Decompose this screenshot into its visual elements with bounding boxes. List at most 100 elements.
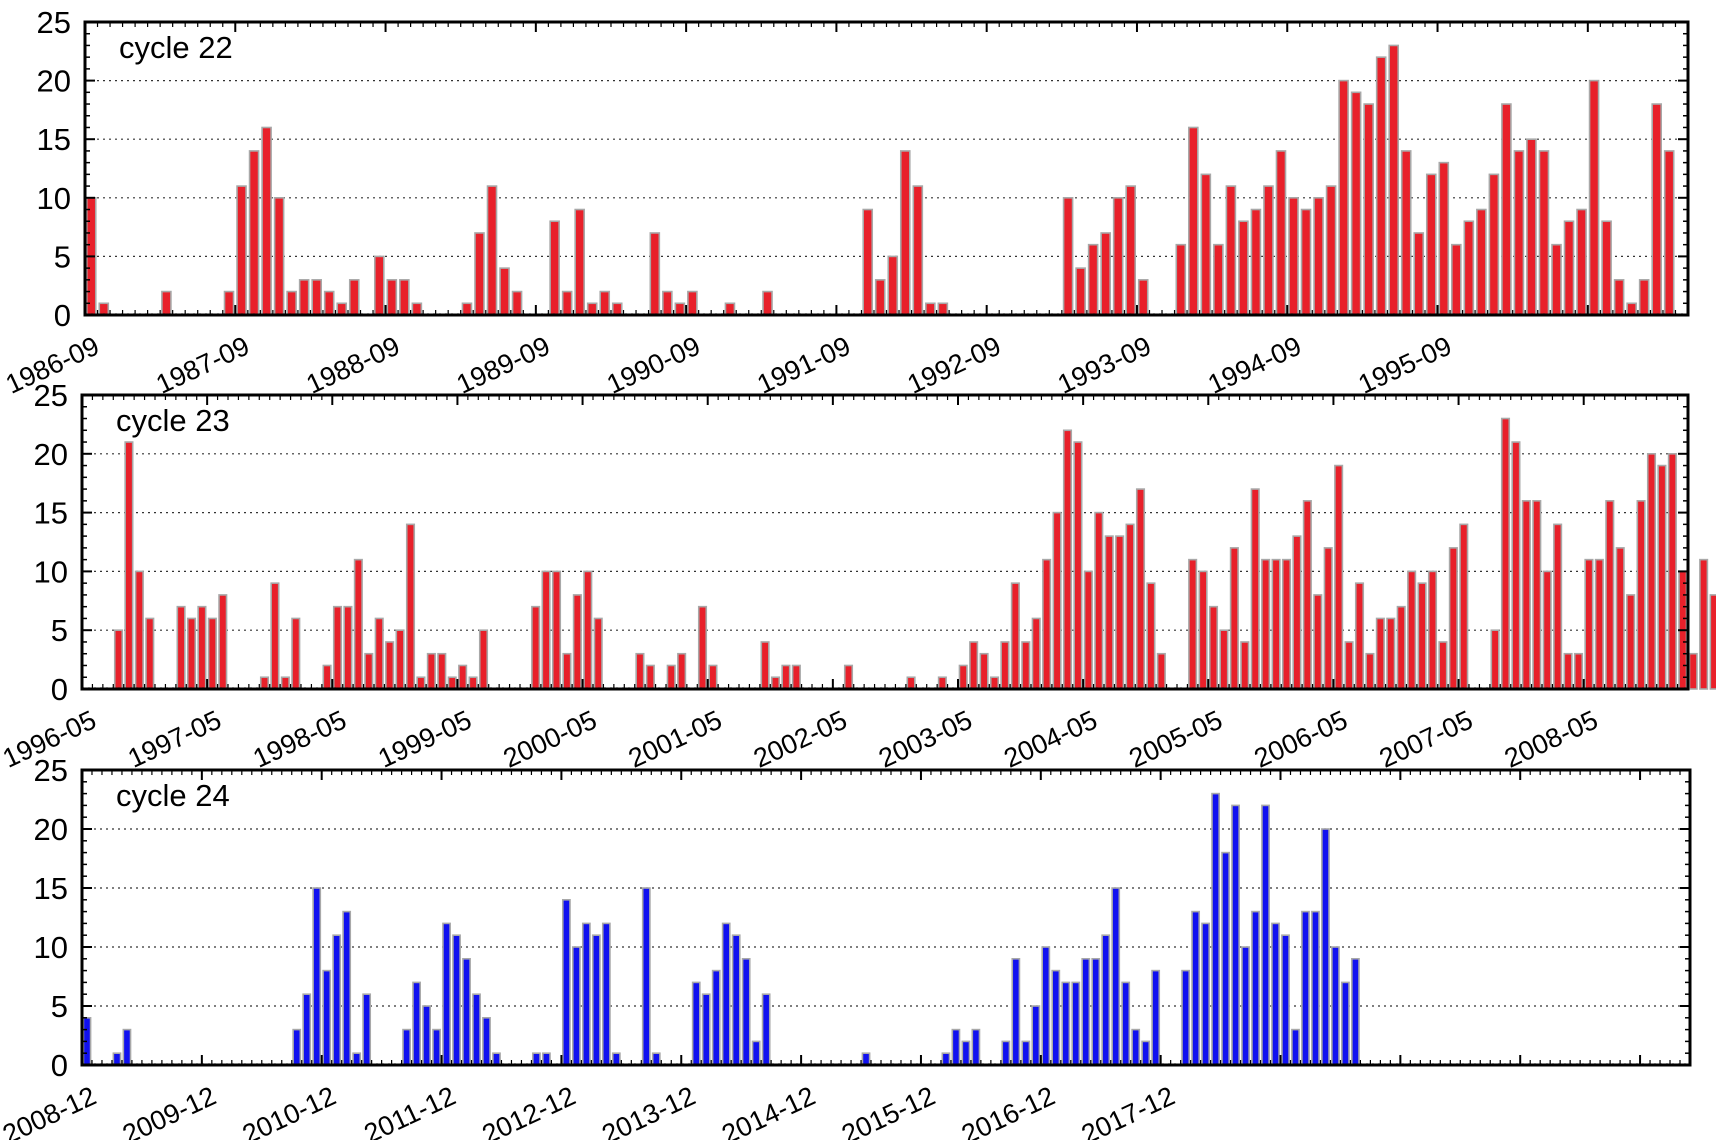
bar — [1271, 922, 1280, 1066]
bar — [666, 664, 676, 690]
bar — [1526, 138, 1537, 316]
y-tick-label: 10 — [34, 554, 68, 589]
bar — [412, 981, 421, 1066]
x-tick-label: 2015-12 — [837, 1081, 939, 1140]
bar — [348, 279, 360, 316]
bar — [511, 290, 523, 316]
bar — [1301, 910, 1310, 1066]
bar — [862, 208, 874, 316]
bar — [1463, 220, 1475, 316]
bar — [311, 279, 322, 316]
bar — [1231, 804, 1240, 1066]
bar — [711, 969, 721, 1066]
bar — [461, 302, 473, 316]
bar — [1198, 570, 1208, 690]
bar — [542, 1052, 551, 1066]
bar — [1488, 173, 1500, 316]
bar — [761, 993, 771, 1066]
bar — [677, 652, 687, 690]
x-tick-label: 1993-09 — [1053, 331, 1155, 400]
bar — [280, 676, 290, 690]
bar — [562, 898, 571, 1066]
panel-title: cycle 24 — [116, 778, 230, 813]
bar — [651, 1052, 661, 1066]
bar — [1448, 547, 1458, 690]
panel-title: cycle 22 — [119, 30, 233, 65]
x-tick-label: 2017-12 — [1077, 1081, 1179, 1140]
bar — [1313, 197, 1324, 316]
bar — [601, 922, 611, 1066]
bar — [186, 617, 197, 690]
bar — [364, 652, 374, 690]
x-tick-label: 2008-05 — [1500, 705, 1602, 774]
bar — [1125, 523, 1135, 690]
x-tick-label: 2001-05 — [624, 705, 726, 774]
bar — [1413, 232, 1425, 316]
bar — [887, 255, 899, 316]
bar — [1062, 429, 1073, 690]
bar — [1500, 417, 1511, 690]
bar — [1221, 851, 1230, 1066]
bar — [1175, 243, 1187, 316]
bar — [1075, 267, 1086, 316]
bar — [1341, 981, 1350, 1066]
bar — [1459, 523, 1469, 690]
bar — [374, 617, 384, 690]
bar — [236, 185, 247, 316]
bar — [248, 150, 260, 316]
x-tick-label: 2003-05 — [874, 705, 976, 774]
bar — [1601, 220, 1612, 316]
bar — [1125, 185, 1137, 316]
bar — [1200, 173, 1212, 316]
bar — [1594, 558, 1604, 690]
bar — [1573, 652, 1584, 690]
bar — [1626, 594, 1636, 690]
bar — [1208, 605, 1219, 690]
bar — [474, 232, 485, 316]
bar — [447, 676, 457, 690]
bar — [113, 629, 124, 690]
x-tick-label: 1988-09 — [302, 331, 404, 400]
bar — [591, 934, 601, 1066]
bar — [468, 676, 478, 690]
bar — [899, 150, 911, 316]
bar — [98, 302, 110, 316]
bar — [989, 676, 1000, 690]
bar — [1651, 103, 1662, 316]
bar — [1291, 1028, 1300, 1066]
bar — [1334, 464, 1344, 690]
bar — [674, 302, 686, 316]
bar — [912, 185, 924, 316]
bar — [1201, 922, 1210, 1066]
bar — [197, 605, 207, 690]
bar — [1011, 957, 1021, 1066]
bar — [1350, 91, 1362, 316]
x-tick-label: 2011-12 — [360, 1081, 461, 1140]
bar — [611, 1052, 621, 1066]
bar — [402, 1028, 411, 1066]
bar — [1663, 150, 1675, 316]
y-tick-label: 20 — [37, 64, 71, 99]
bar — [721, 922, 731, 1066]
bar — [1407, 570, 1417, 690]
bar — [399, 279, 410, 316]
bar — [322, 664, 332, 690]
bar — [478, 629, 489, 690]
bar — [635, 652, 645, 690]
bar — [1605, 500, 1615, 690]
bar — [1613, 279, 1625, 316]
bar — [1351, 957, 1360, 1066]
y-tick-label: 20 — [34, 812, 68, 847]
x-tick-label: 1998-05 — [248, 705, 350, 774]
bar — [1041, 946, 1051, 1066]
x-tick-label: 1990-09 — [602, 331, 704, 400]
bar — [273, 197, 285, 316]
panel-title: cycle 23 — [116, 403, 230, 438]
bar — [1302, 500, 1312, 690]
plot-frame — [80, 768, 1692, 1067]
bar — [405, 523, 416, 690]
y-tick-label: 0 — [51, 1048, 68, 1083]
bar — [708, 664, 718, 690]
bar — [1135, 488, 1146, 690]
